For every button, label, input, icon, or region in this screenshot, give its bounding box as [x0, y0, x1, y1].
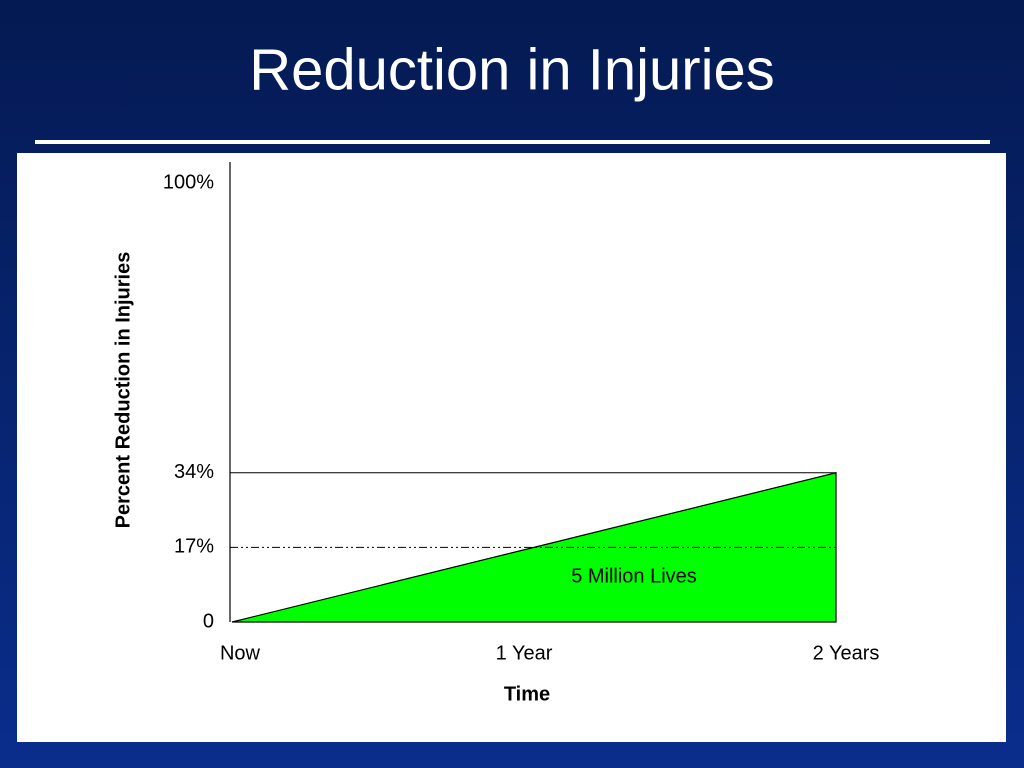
x-tick-label: 2 Years — [813, 642, 880, 664]
y-tick-label: 34% — [174, 461, 214, 483]
y-axis-title: Percent Reduction in Injuries — [112, 252, 134, 529]
slide-title: Reduction in Injuries — [249, 37, 775, 102]
x-tick-label: 1 Year — [496, 642, 553, 664]
x-tick-label: Now — [220, 642, 261, 664]
x-axis-title: Time — [504, 683, 550, 705]
y-tick-label: 17% — [174, 536, 214, 558]
y-tick-label: 100% — [163, 171, 214, 193]
y-tick-label: 0 — [203, 610, 214, 632]
annotation: 5 Million Lives — [571, 565, 697, 587]
chart-panel — [17, 153, 1006, 742]
